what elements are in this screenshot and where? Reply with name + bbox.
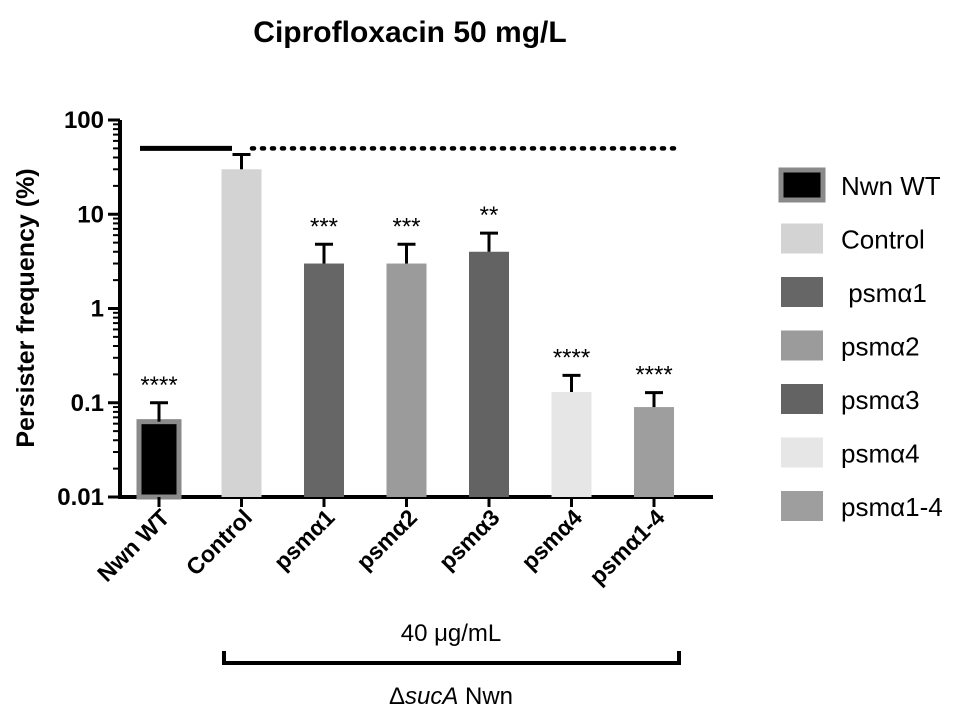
bar-nwn-wt bbox=[136, 419, 182, 500]
legend-swatch bbox=[781, 437, 823, 468]
chart-title: Ciprofloxacin 50 mg/L bbox=[253, 16, 566, 49]
x-tick-label: psmα4 bbox=[516, 504, 587, 575]
y-tick-label: 100 bbox=[64, 107, 104, 134]
legend-label: Nwn WT bbox=[841, 171, 941, 201]
significance-label: *** bbox=[310, 213, 338, 240]
legend-swatch bbox=[781, 277, 823, 307]
significance-label: **** bbox=[553, 344, 590, 371]
strain-label: ΔsucA Nwn bbox=[389, 683, 513, 710]
legend-label: psmα1 bbox=[841, 278, 927, 308]
x-tick-label: Nwn WT bbox=[92, 504, 175, 587]
bar-control bbox=[221, 169, 262, 498]
significance-label: *** bbox=[392, 213, 420, 240]
y-tick-label: 0.01 bbox=[57, 484, 104, 511]
legend-label: psmα1-4 bbox=[841, 492, 943, 522]
legend-swatch bbox=[781, 330, 823, 361]
bar-psmα2 bbox=[386, 263, 427, 497]
legend-label: psmα4 bbox=[841, 439, 920, 469]
group-annotation: 40 μg/mL ΔsucA Nwn bbox=[222, 620, 681, 710]
x-tick-label: psmα1 bbox=[269, 504, 340, 575]
legend-swatch bbox=[778, 167, 826, 203]
significance-label: **** bbox=[140, 372, 177, 399]
legend-label: Control bbox=[841, 225, 925, 255]
significance-label: ** bbox=[480, 202, 499, 229]
legend-label: psmα3 bbox=[841, 385, 920, 415]
y-tick-label: 10 bbox=[77, 201, 104, 228]
bar-psmα1 bbox=[304, 263, 344, 497]
y-tick-label: 1 bbox=[91, 296, 104, 323]
plot-area: 0.01 0.1 1 10 100 **** Nwn WT Control *** psmα1 **… bbox=[57, 107, 713, 589]
y-axis-label: Persister frequency (%) bbox=[12, 168, 40, 447]
bar-psmα1-4 bbox=[634, 407, 674, 497]
legend-label: psmα2 bbox=[841, 332, 920, 362]
bar-psmα3 bbox=[469, 251, 509, 497]
x-tick-label: psmα2 bbox=[351, 504, 422, 575]
legend: Nwn WT Control psmα1 psmα2 psmα3 psmα4 psmα1-… bbox=[778, 167, 943, 522]
bar-psmα4 bbox=[551, 392, 592, 497]
y-tick-label: 0.1 bbox=[71, 390, 104, 417]
x-tick-label: Control bbox=[181, 504, 257, 580]
legend-swatch bbox=[781, 223, 823, 254]
legend-swatch bbox=[781, 384, 823, 414]
legend-swatch bbox=[781, 491, 823, 521]
significance-label: **** bbox=[635, 362, 672, 389]
dose-label: 40 μg/mL bbox=[401, 620, 502, 647]
x-tick-label: psmα3 bbox=[434, 504, 505, 575]
x-tick-label: psmα1-4 bbox=[584, 504, 669, 589]
